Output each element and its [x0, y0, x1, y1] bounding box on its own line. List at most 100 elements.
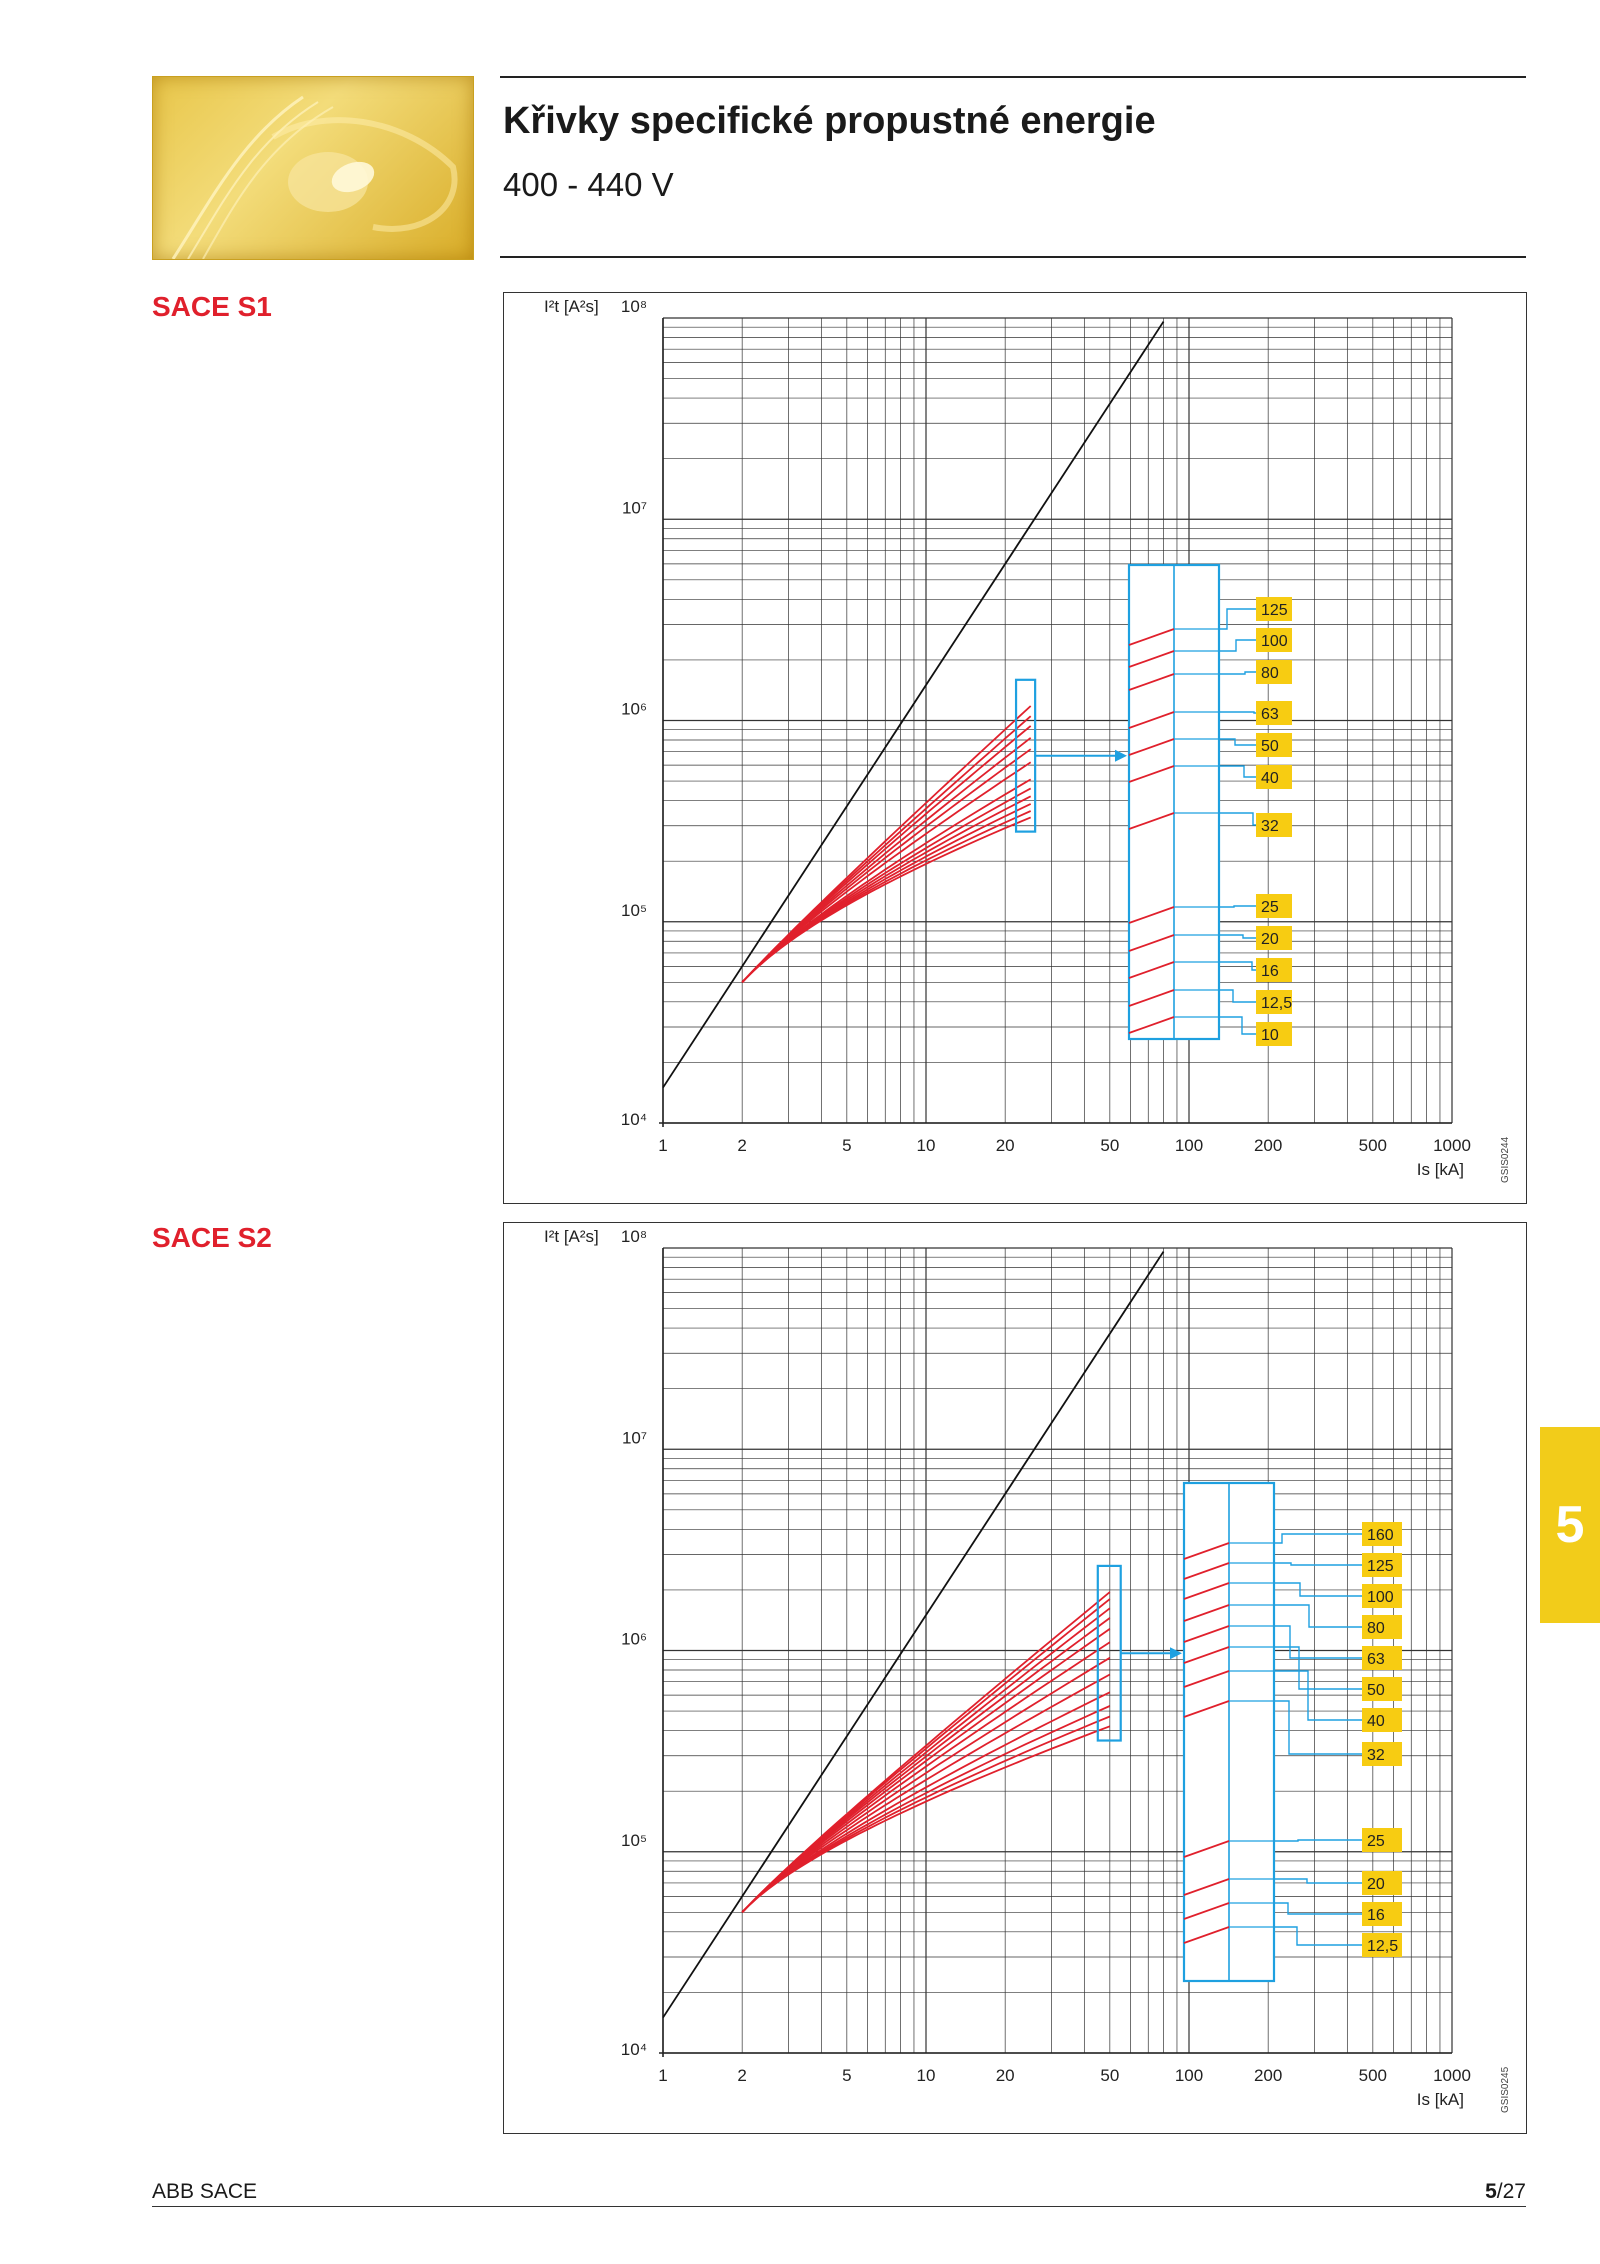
- footer-page-rest: /27: [1496, 2180, 1526, 2203]
- leader-line: [1274, 1646, 1362, 1690]
- series-label: 100: [1261, 633, 1288, 650]
- section-label-s2: SACE S2: [152, 1222, 272, 1253]
- leader-line: [1274, 1582, 1362, 1597]
- zoom-curve-segment: [1128, 961, 1175, 979]
- x-tick-label: 100: [1175, 2066, 1203, 2085]
- zoom-curve-segment: [1128, 673, 1175, 691]
- series-label-box: [1362, 1646, 1402, 1670]
- x-tick-label: 10: [917, 2066, 936, 2085]
- page-title: Křivky specifické propustné energie: [503, 100, 1156, 142]
- series-label-box: [1362, 1708, 1402, 1732]
- zoom-curve-segment: [1183, 1840, 1230, 1858]
- series-label: 25: [1261, 899, 1279, 916]
- curve-12,5: [741, 1725, 1111, 1913]
- chart-s1: 10⁴ 10⁵ 10⁶ 10⁷ 10⁸ I²t [A²s] 1 2 5 10 20 50 100 200 5…: [503, 292, 1527, 1204]
- zoom-curve-segment: [1128, 711, 1175, 729]
- curve-10: [741, 816, 1032, 983]
- curve-50: [741, 748, 1032, 983]
- limit-line: [662, 1251, 1165, 2019]
- leader-line: [1274, 1604, 1362, 1628]
- zoom-curve-segment: [1183, 1625, 1230, 1643]
- series-label-box: [1362, 1584, 1402, 1608]
- series-label: 125: [1261, 602, 1288, 619]
- leader-line: [1219, 1016, 1256, 1035]
- series-label-box: [1362, 1522, 1402, 1546]
- footer-page-number: 5/27: [1485, 2180, 1526, 2204]
- series-label-box: [1256, 1022, 1292, 1046]
- y-tick-label: 10⁷: [622, 1428, 647, 1447]
- x-tick-label: 200: [1254, 2066, 1282, 2085]
- series-label-box: [1256, 813, 1292, 837]
- header-bottom-rule: [500, 256, 1526, 258]
- series-label: 10: [1261, 1027, 1279, 1044]
- leader-line: [1274, 1878, 1362, 1884]
- y-tick-label: 10⁵: [621, 1831, 647, 1850]
- series-label-box: [1362, 1828, 1402, 1852]
- zoom-curve-segment: [1183, 1878, 1230, 1896]
- leader-line: [1219, 711, 1256, 714]
- header-logo-image: [152, 76, 474, 260]
- zoom-arrow-head: [1170, 1647, 1182, 1660]
- x-axis-title: Is [kA]: [1417, 1160, 1464, 1179]
- series-label-box: [1256, 926, 1292, 950]
- zoom-curve-segment: [1183, 1542, 1230, 1560]
- leader-line: [1274, 1562, 1362, 1566]
- x-tick-label: 1000: [1433, 1136, 1471, 1155]
- zoom-curve-segment: [1183, 1646, 1230, 1664]
- y-tick-label: 10⁴: [621, 1110, 647, 1129]
- series-label: 100: [1367, 1589, 1394, 1606]
- zoom-curve-segment: [1128, 628, 1175, 646]
- figure-code: GSIS0245: [1500, 2066, 1511, 2113]
- zoom-curve-segment: [1183, 1562, 1230, 1580]
- y-tick-label: 10⁶: [621, 1630, 647, 1649]
- leader-line: [1219, 608, 1256, 630]
- zoom-curve-segment: [1128, 906, 1175, 924]
- header-top-rule: [500, 76, 1526, 78]
- x-tick-label: 5: [842, 2066, 851, 2085]
- footer-page-chapter: 5: [1485, 2180, 1497, 2203]
- y-tick-label: 10⁸: [621, 297, 647, 316]
- leader-line: [1219, 961, 1256, 971]
- x-tick-label: 500: [1359, 1136, 1387, 1155]
- series-label-box: [1256, 958, 1292, 982]
- zoom-curve-segment: [1183, 1582, 1230, 1600]
- series-label: 16: [1261, 963, 1279, 980]
- series-label-box: [1362, 1677, 1402, 1701]
- zoom-curve-segment: [1183, 1926, 1230, 1944]
- x-tick-label: 5: [842, 1136, 851, 1155]
- series-label-box: [1256, 628, 1292, 652]
- footer-rule: [152, 2206, 1526, 2207]
- chart-s2: 10⁴ 10⁵ 10⁶ 10⁷ 10⁸ I²t [A²s] 1 2 5 10 20 50 100 200 5…: [503, 1222, 1527, 2134]
- y-tick-label: 10⁴: [621, 2040, 647, 2059]
- x-tick-label: 1000: [1433, 2066, 1471, 2085]
- x-tick-label: 50: [1100, 1136, 1119, 1155]
- leader-line: [1274, 1533, 1362, 1544]
- zoom-curve-segment: [1128, 765, 1175, 783]
- series-label-box: [1362, 1742, 1402, 1766]
- x-tick-label: 10: [917, 1136, 936, 1155]
- series-label: 40: [1261, 770, 1279, 787]
- leader-line: [1274, 1926, 1362, 1946]
- leader-line: [1274, 1700, 1362, 1755]
- x-tick-label: 200: [1254, 1136, 1282, 1155]
- leader-line: [1219, 905, 1256, 908]
- y-tick-label: 10⁸: [621, 1227, 647, 1246]
- series-label-box: [1256, 701, 1292, 725]
- zoom-curve-segment: [1128, 989, 1175, 1007]
- series-label-box: [1256, 597, 1292, 621]
- series-label: 63: [1367, 1651, 1385, 1668]
- series-label-box: [1256, 660, 1292, 684]
- x-tick-label: 2: [737, 2066, 746, 2085]
- series-label: 80: [1367, 1620, 1385, 1637]
- series-label-box: [1362, 1553, 1402, 1577]
- y-axis-title: I²t [A²s]: [544, 1227, 599, 1246]
- series-label: 160: [1367, 1527, 1394, 1544]
- series-label: 125: [1367, 1558, 1394, 1575]
- series-label: 12,5: [1261, 995, 1292, 1012]
- zoom-curve-segment: [1128, 812, 1175, 830]
- x-axis-title: Is [kA]: [1417, 2090, 1464, 2109]
- zoom-curve-segment: [1183, 1604, 1230, 1622]
- x-tick-label: 50: [1100, 2066, 1119, 2085]
